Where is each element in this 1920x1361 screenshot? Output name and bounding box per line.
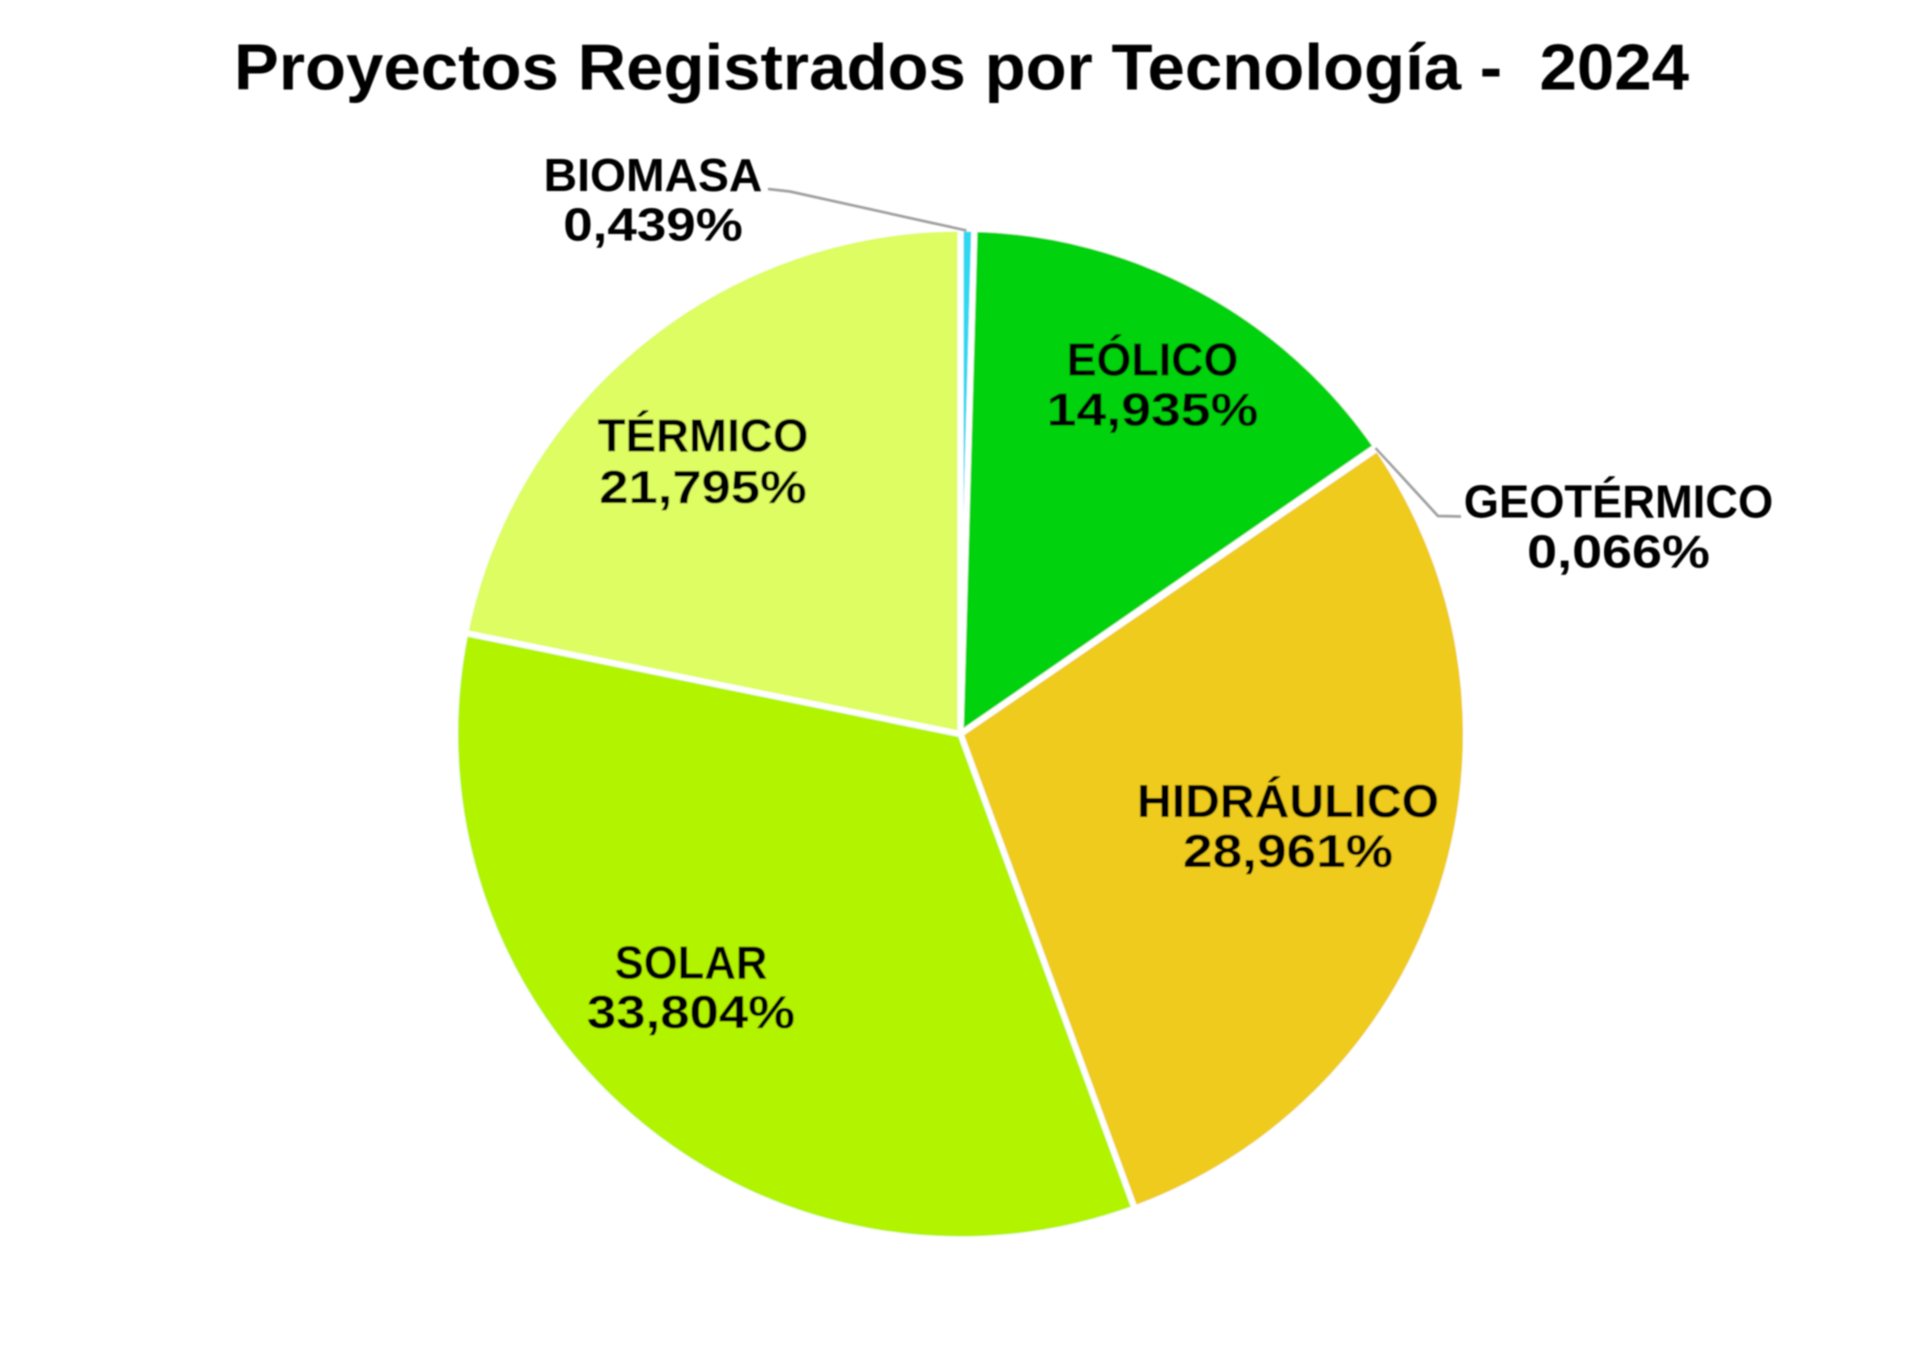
svg-text:EÓLICO: EÓLICO: [1067, 334, 1239, 386]
svg-text:GEOTÉRMICO: GEOTÉRMICO: [1464, 476, 1774, 528]
svg-text:0,066%: 0,066%: [1527, 526, 1710, 578]
svg-text:SOLAR: SOLAR: [615, 937, 768, 989]
svg-text:Proyectos Registrados por Tecn: Proyectos Registrados por Tecnología - 2…: [234, 31, 1689, 104]
svg-text:14,935%: 14,935%: [1047, 384, 1259, 436]
svg-text:0,439%: 0,439%: [563, 199, 743, 251]
svg-text:TÉRMICO: TÉRMICO: [598, 410, 809, 462]
svg-text:21,795%: 21,795%: [599, 461, 807, 513]
svg-text:28,961%: 28,961%: [1183, 825, 1393, 877]
svg-text:BIOMASA: BIOMASA: [544, 149, 763, 201]
svg-text:33,804%: 33,804%: [587, 986, 795, 1038]
svg-text:HIDRÁULICO: HIDRÁULICO: [1137, 775, 1439, 827]
